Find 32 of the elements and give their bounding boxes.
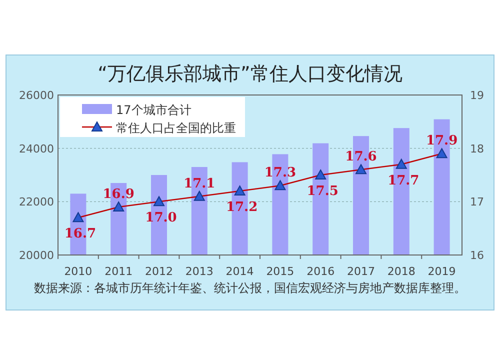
x-tick-label: 2019 xyxy=(428,265,456,278)
y-tick-label: 22000 xyxy=(19,196,54,209)
data-label: 17.1 xyxy=(184,176,216,192)
data-label: 17.6 xyxy=(345,150,377,165)
x-tick-label: 2015 xyxy=(266,265,294,278)
data-label: 16.7 xyxy=(64,226,96,242)
legend-label: 17个城市合计 xyxy=(116,103,192,117)
data-label: 17.0 xyxy=(145,210,177,226)
y2-tick-label: 18 xyxy=(470,142,484,156)
x-tick-label: 2012 xyxy=(145,265,173,278)
y2-tick-label: 16 xyxy=(470,249,484,262)
x-tick-label: 2010 xyxy=(64,265,92,278)
data-label: 16.9 xyxy=(102,187,134,202)
legend-label: 常住人口占全国的比重 xyxy=(116,121,236,135)
x-tick-label: 2011 xyxy=(104,265,133,278)
x-tick-label: 2018 xyxy=(387,265,416,278)
y-tick-label: 20000 xyxy=(19,249,54,262)
data-label: 17.2 xyxy=(226,200,258,215)
y2-tick-label: 19 xyxy=(470,89,484,102)
x-tick-label: 2016 xyxy=(306,265,335,278)
data-label: 17.7 xyxy=(388,173,420,188)
data-label: 17.9 xyxy=(426,134,458,149)
data-label: 17.3 xyxy=(264,166,296,181)
x-tick-label: 2014 xyxy=(226,265,254,278)
y2-tick-label: 17 xyxy=(470,196,484,209)
y-tick-label: 24000 xyxy=(19,142,54,156)
x-tick-label: 2017 xyxy=(347,265,375,278)
x-tick-label: 2013 xyxy=(185,265,214,278)
source-note: 数据来源：各城市历年统计年鉴、统计公报，国信宏观经济与房地产数据库整理。 xyxy=(34,281,466,295)
data-label: 17.5 xyxy=(306,184,338,199)
y-tick-label: 26000 xyxy=(19,89,54,102)
chart-title: “万亿俱乐部城市”常住人口变化情况 xyxy=(98,63,402,85)
